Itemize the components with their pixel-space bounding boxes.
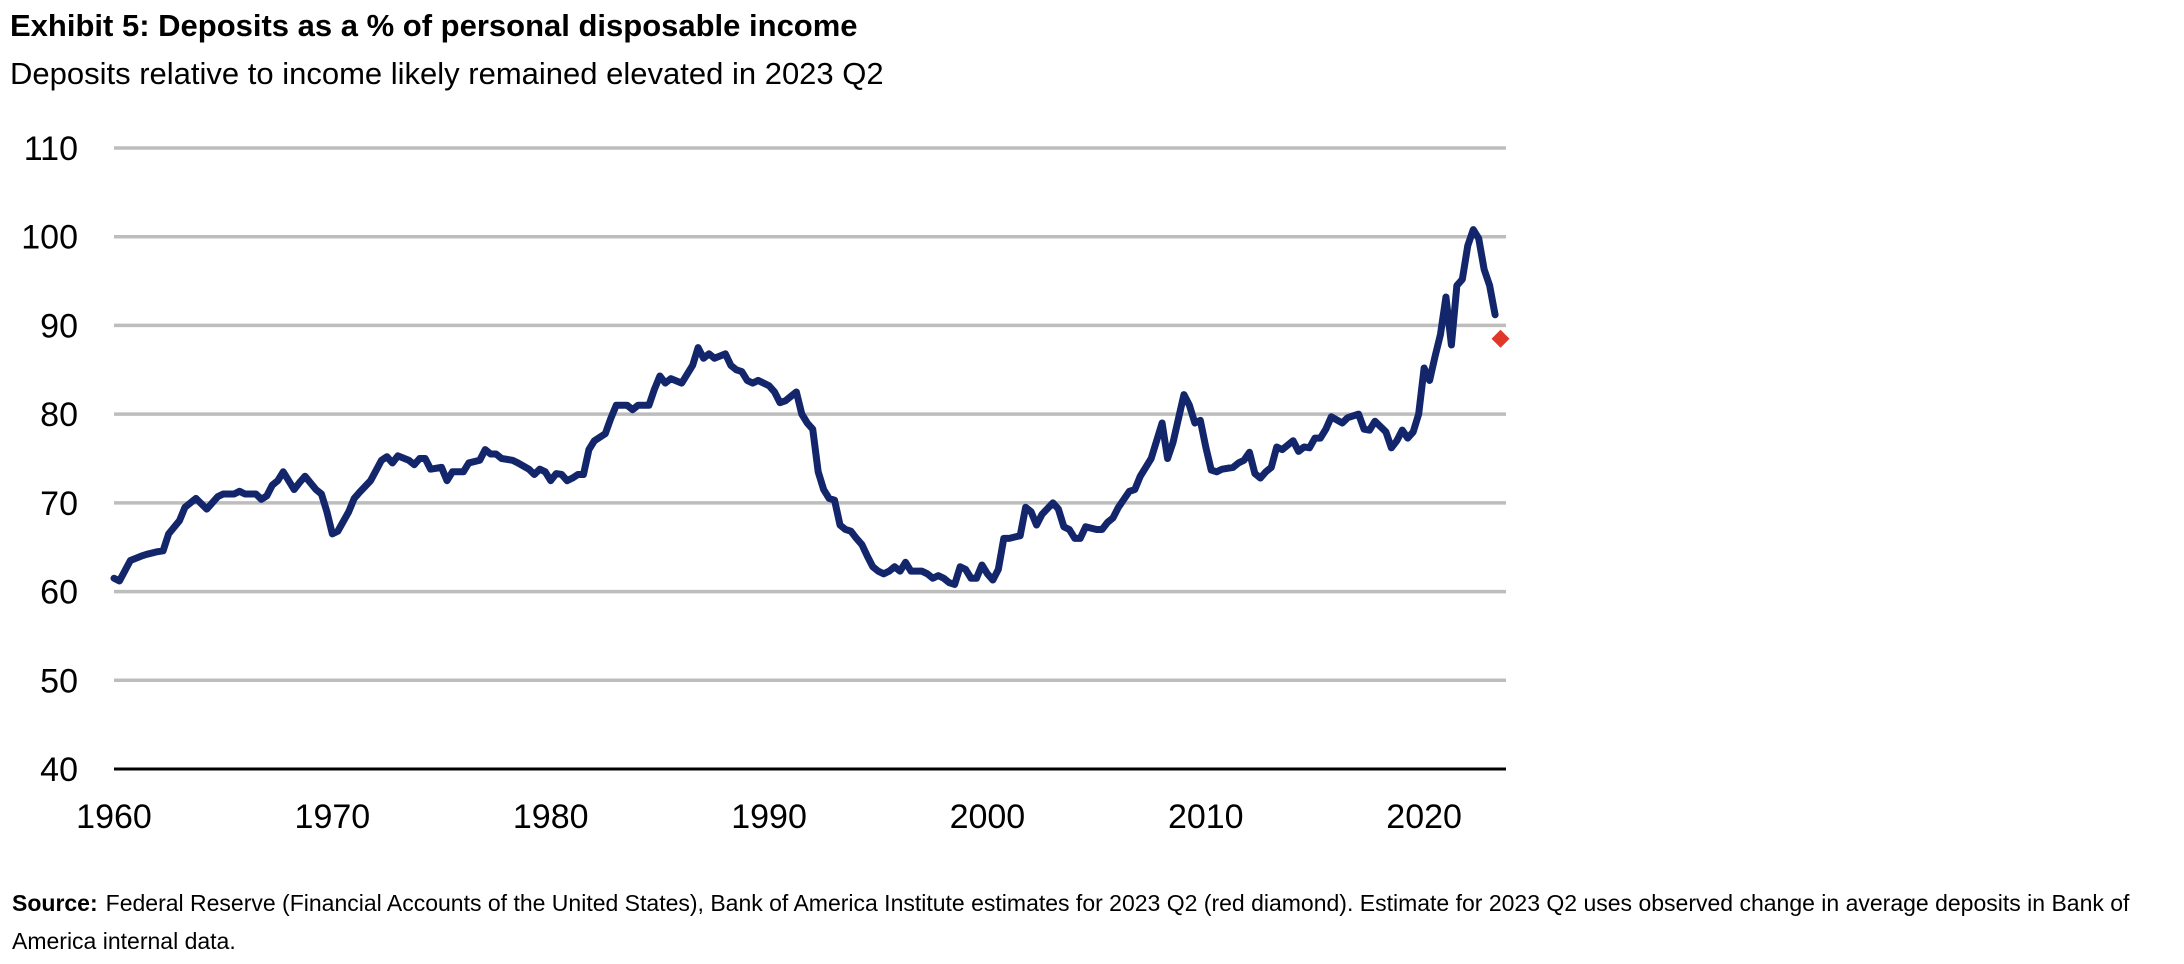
y-tick-label: 60 [40,574,78,612]
x-tick-label: 2000 [950,798,1026,836]
data-line [110,226,1499,588]
y-tick-label: 110 [24,130,78,168]
source-text: Federal Reserve (Financial Accounts of t… [12,890,2130,954]
y-tick-label: 40 [40,751,78,789]
x-tick-label: 1970 [295,798,371,836]
source-note: Source: Federal Reserve (Financial Accoun… [12,884,2180,960]
x-tick-label: 2020 [1386,798,1462,836]
y-tick-label: 50 [40,662,78,700]
source-label: Source: [12,890,98,916]
x-tick-label: 1960 [76,798,152,836]
chart: Exhibit 5: Deposits as a % of personal d… [10,8,1510,836]
x-tick-label: 1980 [513,798,589,836]
x-tick-label: 1990 [731,798,807,836]
y-tick-label: 100 [21,219,78,257]
chart-title: Exhibit 5: Deposits as a % of personal d… [10,8,858,43]
y-tick-label: 90 [40,307,78,345]
estimate-marker [1491,329,1510,348]
y-tick-label: 80 [40,396,78,434]
y-tick-label: 70 [40,485,78,523]
x-tick-label: 2010 [1168,798,1244,836]
chart-subtitle: Deposits relative to income likely remai… [10,56,884,91]
